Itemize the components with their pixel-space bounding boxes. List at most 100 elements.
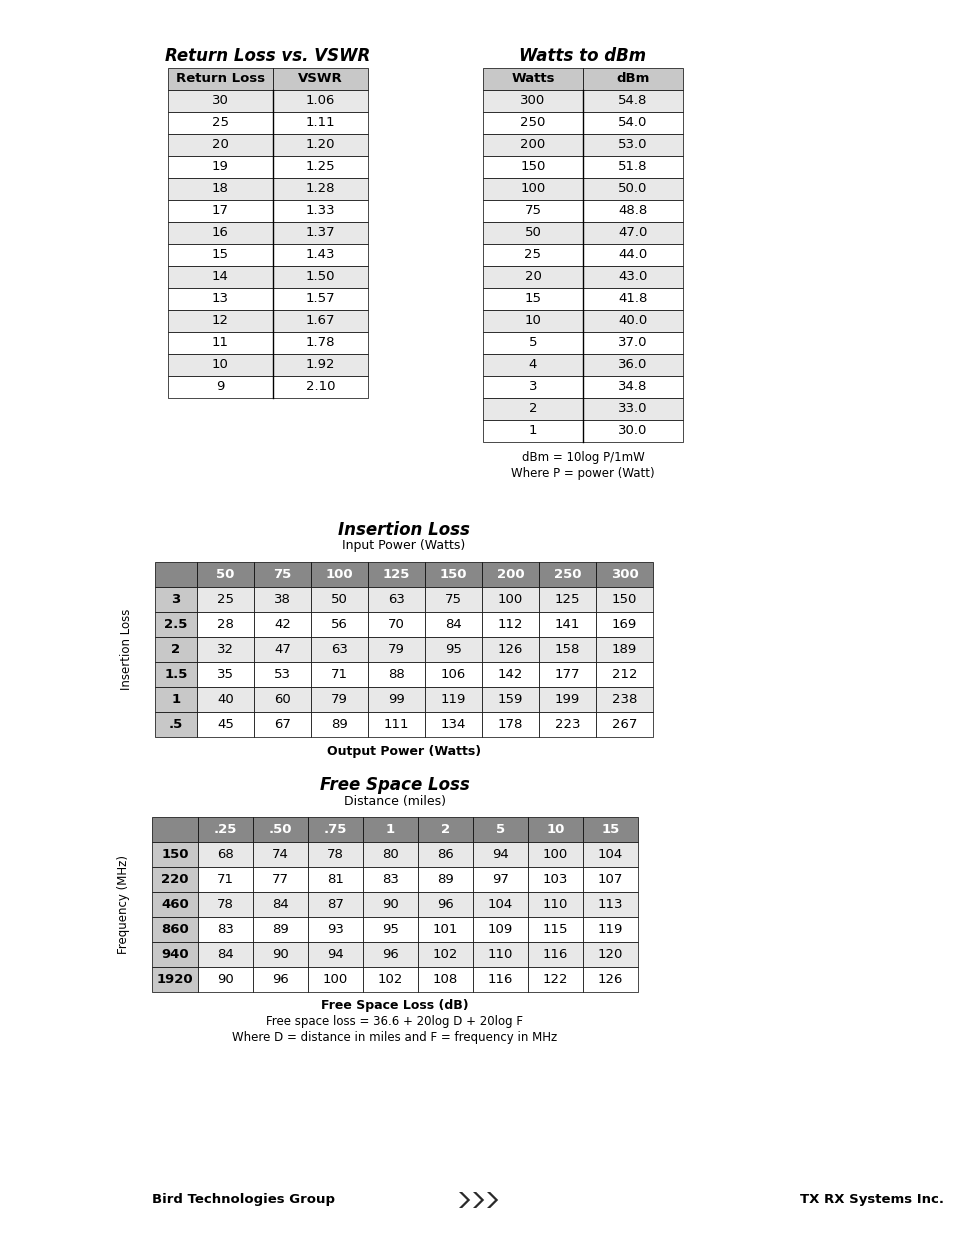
Text: 94: 94 — [492, 848, 508, 861]
Text: 17: 17 — [212, 205, 229, 217]
Text: Watts to dBm: Watts to dBm — [518, 47, 646, 65]
Text: Output Power (Watts): Output Power (Watts) — [327, 745, 480, 757]
Text: 77: 77 — [272, 873, 289, 885]
Bar — [481, 613, 538, 637]
Text: 189: 189 — [611, 643, 637, 656]
Bar — [168, 178, 273, 200]
Bar — [152, 818, 198, 842]
Text: 15: 15 — [524, 293, 541, 305]
Bar — [168, 375, 273, 398]
Text: 104: 104 — [598, 848, 622, 861]
Bar — [273, 200, 368, 222]
Text: 200: 200 — [497, 568, 524, 580]
Text: 56: 56 — [331, 618, 348, 631]
Bar — [154, 662, 196, 687]
Text: 126: 126 — [598, 973, 622, 986]
Text: 169: 169 — [611, 618, 637, 631]
Bar — [417, 867, 473, 892]
Bar — [308, 967, 363, 992]
Text: 99: 99 — [388, 693, 404, 706]
Bar — [196, 613, 253, 637]
Bar — [527, 892, 582, 918]
Text: 80: 80 — [382, 848, 398, 861]
Text: 89: 89 — [436, 873, 454, 885]
Bar — [582, 156, 682, 178]
Text: 250: 250 — [519, 116, 545, 130]
Bar — [482, 68, 582, 90]
Text: 71: 71 — [331, 668, 348, 680]
Text: .25: .25 — [213, 823, 237, 836]
Text: 2: 2 — [440, 823, 450, 836]
Bar — [417, 818, 473, 842]
Text: 42: 42 — [274, 618, 291, 631]
Polygon shape — [458, 1192, 470, 1208]
Bar — [363, 967, 417, 992]
Text: 110: 110 — [487, 948, 513, 961]
Text: 95: 95 — [445, 643, 461, 656]
Bar — [196, 562, 253, 587]
Bar — [538, 637, 596, 662]
Bar — [253, 587, 311, 613]
Bar — [473, 942, 527, 967]
Bar — [154, 613, 196, 637]
Text: 37.0: 37.0 — [618, 336, 647, 350]
Bar — [538, 562, 596, 587]
Bar — [582, 842, 638, 867]
Text: 10: 10 — [212, 358, 229, 372]
Text: 158: 158 — [555, 643, 579, 656]
Text: 50: 50 — [216, 568, 234, 580]
Text: 1.33: 1.33 — [305, 205, 335, 217]
Bar — [363, 818, 417, 842]
Text: dBm = 10log P/1mW: dBm = 10log P/1mW — [521, 452, 643, 464]
Bar — [363, 942, 417, 967]
Bar — [582, 867, 638, 892]
Text: 33.0: 33.0 — [618, 403, 647, 415]
Text: TX RX Systems Inc.: TX RX Systems Inc. — [800, 1193, 943, 1207]
Text: 1.78: 1.78 — [305, 336, 335, 350]
Text: 5: 5 — [528, 336, 537, 350]
Text: 178: 178 — [497, 718, 522, 731]
Text: 238: 238 — [611, 693, 637, 706]
Bar — [152, 867, 198, 892]
Text: 110: 110 — [542, 898, 568, 911]
Text: 1.5: 1.5 — [164, 668, 188, 680]
Polygon shape — [473, 1192, 484, 1208]
Text: 67: 67 — [274, 718, 291, 731]
Text: 53: 53 — [274, 668, 291, 680]
Text: 53.0: 53.0 — [618, 138, 647, 152]
Text: 32: 32 — [216, 643, 233, 656]
Text: 51.8: 51.8 — [618, 161, 647, 173]
Bar — [596, 562, 652, 587]
Bar — [273, 135, 368, 156]
Text: Where D = distance in miles and F = frequency in MHz: Where D = distance in miles and F = freq… — [233, 1030, 558, 1044]
Bar — [168, 266, 273, 288]
Text: Free Space Loss: Free Space Loss — [320, 776, 470, 794]
Text: .75: .75 — [323, 823, 347, 836]
Bar — [253, 687, 311, 713]
Bar — [273, 112, 368, 135]
Text: 95: 95 — [381, 923, 398, 936]
Text: Frequency (MHz): Frequency (MHz) — [117, 855, 131, 953]
Bar — [273, 332, 368, 354]
Text: Where P = power (Watt): Where P = power (Watt) — [511, 467, 654, 479]
Text: 108: 108 — [433, 973, 457, 986]
Bar — [168, 332, 273, 354]
Bar — [152, 892, 198, 918]
Bar — [473, 818, 527, 842]
Bar — [273, 90, 368, 112]
Text: 10: 10 — [546, 823, 564, 836]
Text: 75: 75 — [524, 205, 541, 217]
Text: 86: 86 — [436, 848, 454, 861]
Text: 150: 150 — [611, 593, 637, 606]
Text: Return Loss vs. VSWR: Return Loss vs. VSWR — [165, 47, 370, 65]
Text: 120: 120 — [598, 948, 622, 961]
Text: Distance (miles): Distance (miles) — [344, 794, 446, 808]
Text: VSWR: VSWR — [297, 73, 342, 85]
Text: 115: 115 — [542, 923, 568, 936]
Bar — [582, 288, 682, 310]
Text: 78: 78 — [217, 898, 233, 911]
Text: Free Space Loss (dB): Free Space Loss (dB) — [321, 999, 468, 1013]
Text: 125: 125 — [554, 593, 579, 606]
Text: 45: 45 — [217, 718, 233, 731]
Text: 113: 113 — [598, 898, 622, 911]
